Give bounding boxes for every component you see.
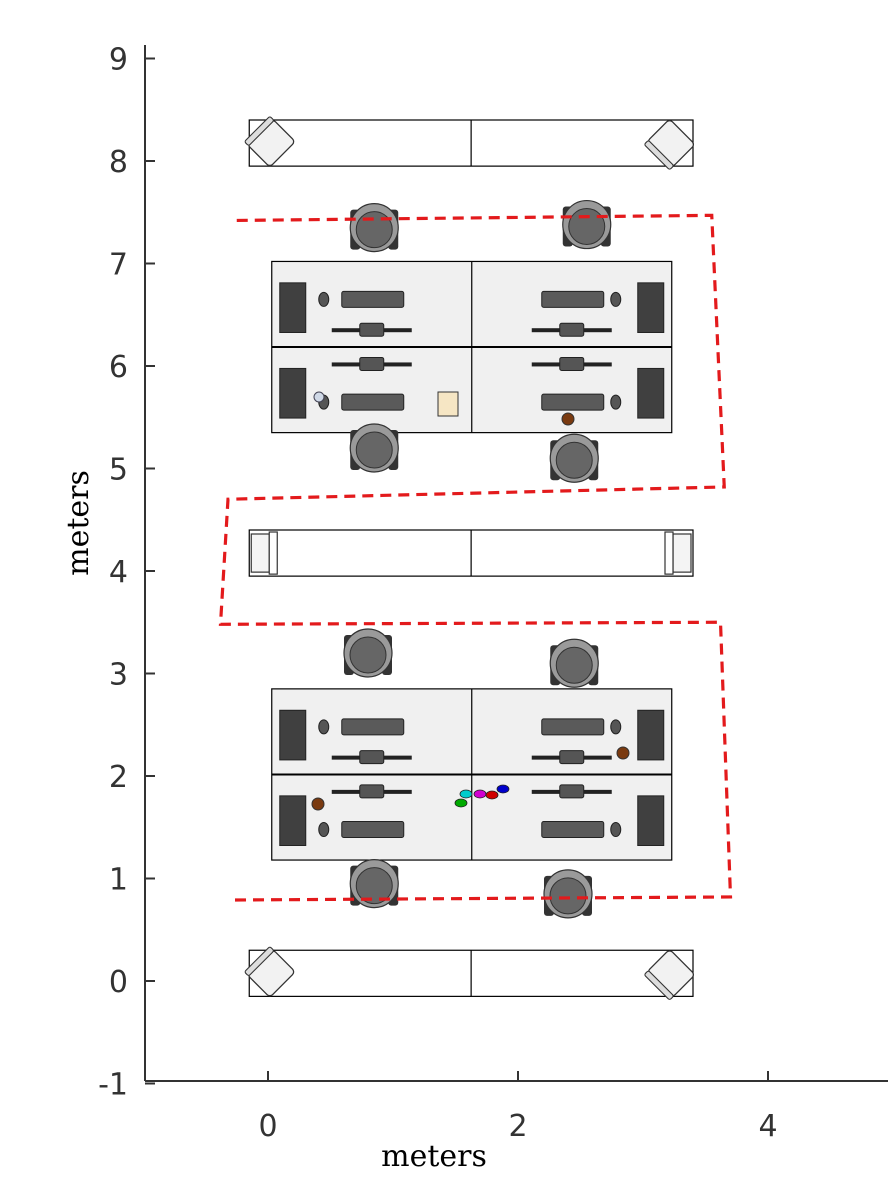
monitor-stand <box>359 322 385 337</box>
lounge-chair-arm <box>644 140 674 170</box>
y-tick-label: 5 <box>109 453 128 488</box>
keyboard <box>541 393 605 411</box>
lounge-chair <box>244 116 295 167</box>
office-chair <box>549 433 599 483</box>
pedestal <box>279 367 307 419</box>
keyboard <box>341 821 405 839</box>
marker <box>485 790 499 800</box>
y-tick-label: 1 <box>109 863 128 898</box>
monitor-stand <box>559 322 585 337</box>
mouse <box>318 291 330 307</box>
y-tick-label: 9 <box>109 43 128 78</box>
x-tick-label: 2 <box>508 1109 527 1144</box>
marker <box>473 789 487 799</box>
marker <box>459 789 473 799</box>
cabinet <box>244 116 695 170</box>
pedestal <box>637 282 665 333</box>
side-panel <box>672 533 692 573</box>
keyboard <box>541 821 605 839</box>
office-chair <box>349 859 399 909</box>
office-chair <box>549 638 599 688</box>
y-tick-label: 2 <box>109 760 128 795</box>
y-tick-label: 0 <box>109 965 128 1000</box>
monitor-stand <box>559 750 585 765</box>
y-axis-title: meters <box>61 470 96 576</box>
y-tick-label: 8 <box>109 145 128 180</box>
desk-phone <box>313 391 325 403</box>
side-panel <box>664 531 674 575</box>
mouse <box>610 291 622 307</box>
mouse <box>610 822 622 838</box>
mouse <box>318 822 330 838</box>
lounge-chair <box>244 946 295 997</box>
marker <box>454 798 468 808</box>
lounge-chair-arm <box>244 946 274 976</box>
monitor-stand <box>559 784 585 799</box>
keyboard <box>541 290 605 308</box>
coffee-mug <box>311 797 325 811</box>
desk-accessories <box>311 391 630 811</box>
chair-cushion <box>355 867 393 905</box>
mouse <box>610 394 622 410</box>
y-tick-label: -1 <box>98 1068 128 1103</box>
x-tick-label: 0 <box>258 1109 277 1144</box>
chair-cushion <box>555 441 593 479</box>
desk-block <box>271 260 673 434</box>
x-axis-title: meters <box>381 1139 487 1174</box>
pedestal <box>637 709 665 761</box>
desk-block <box>271 688 673 861</box>
monitor-stand <box>359 356 385 371</box>
cabinet <box>244 946 695 1000</box>
keyboard <box>341 718 405 736</box>
office-chair <box>343 628 393 678</box>
chair-cushion <box>555 646 593 684</box>
pedestal <box>279 709 307 761</box>
notepad <box>437 391 459 417</box>
y-tick-label: 7 <box>109 248 128 283</box>
coffee-mug <box>616 746 630 760</box>
chair-cushion <box>349 636 387 674</box>
chair-cushion <box>549 877 587 915</box>
pedestal <box>637 367 665 419</box>
lounge-chair <box>644 950 695 1000</box>
pedestal <box>637 795 665 847</box>
side-panel <box>250 533 270 573</box>
chair-cushion <box>355 211 393 249</box>
y-tick-label: 6 <box>109 350 128 385</box>
coffee-mug <box>561 412 575 426</box>
chair-cushion <box>355 431 393 469</box>
office-chair <box>562 199 612 250</box>
lounge-chair <box>644 120 695 170</box>
x-tick-label: 4 <box>758 1109 777 1144</box>
pedestal <box>279 795 307 847</box>
lounge-chair-arm <box>644 970 674 1000</box>
monitor-stand <box>559 356 585 371</box>
route-path <box>218 213 733 902</box>
mouse <box>318 719 330 735</box>
path-layer <box>218 213 733 902</box>
y-tick-label: 4 <box>109 555 128 590</box>
keyboard <box>341 290 405 308</box>
office-chair <box>349 423 399 473</box>
keyboard <box>341 393 405 411</box>
monitor-stand <box>359 750 385 765</box>
lounge-chair-arm <box>244 116 274 146</box>
marker <box>496 784 510 794</box>
office-chair <box>349 203 399 253</box>
y-tick-label: 3 <box>109 658 128 693</box>
monitor-stand <box>359 784 385 799</box>
pedestal <box>279 282 307 333</box>
axes: -1 0 1 2 3 4 5 6 7 8 9 0 2 4 <box>98 43 888 1144</box>
cabinet <box>248 529 694 577</box>
office-chair <box>543 869 593 919</box>
furniture-layer <box>244 116 695 1000</box>
keyboard <box>541 718 605 736</box>
chair-cushion <box>568 208 606 246</box>
mouse <box>610 719 622 735</box>
side-panel <box>268 531 278 575</box>
